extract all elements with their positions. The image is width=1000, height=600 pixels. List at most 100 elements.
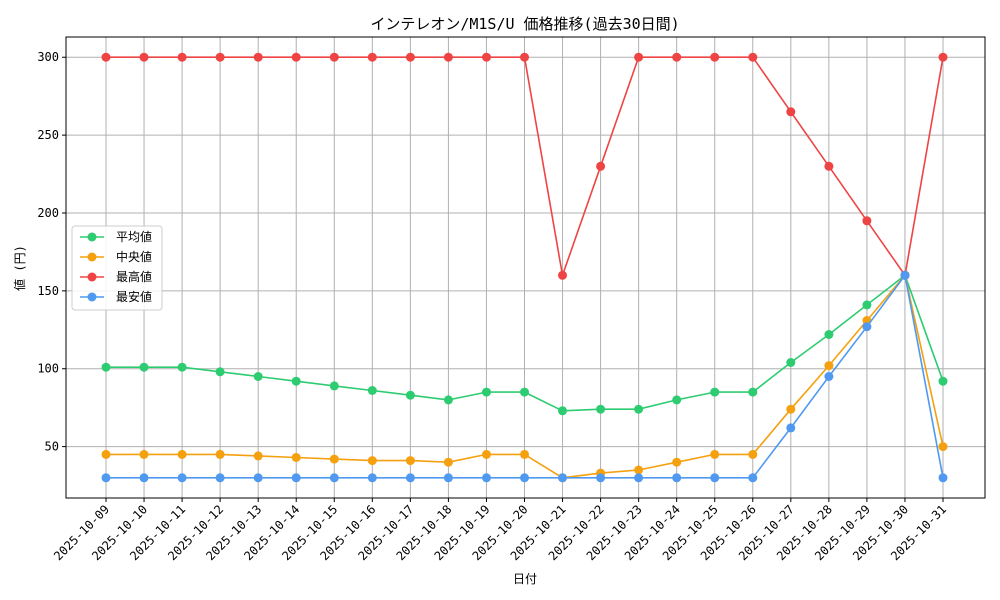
data-point [824, 361, 834, 371]
legend-swatch-marker [87, 232, 97, 242]
data-point [672, 395, 682, 405]
data-point [405, 473, 415, 483]
data-point [558, 406, 567, 416]
data-point [253, 451, 263, 461]
data-point [215, 367, 225, 377]
y-tick-label: 100 [37, 362, 59, 376]
data-point [253, 372, 263, 381]
data-point [938, 473, 948, 483]
legend-box [71, 225, 163, 311]
data-point [177, 473, 187, 483]
data-point [405, 52, 415, 62]
data-point [786, 358, 796, 367]
legend-label: 最安値 [116, 289, 152, 304]
legend-label: 最高値 [116, 269, 152, 284]
data-point [596, 404, 606, 414]
data-point [443, 395, 453, 405]
data-point [367, 52, 377, 62]
data-point [215, 473, 225, 483]
y-tick-label: 50 [45, 440, 59, 454]
data-point [405, 390, 415, 400]
data-point [482, 449, 491, 459]
x-axis-label: 日付 [513, 572, 537, 586]
data-point [215, 449, 225, 459]
data-point [329, 381, 339, 391]
data-point [748, 52, 758, 62]
chart-title: インテレオン/M1S/U 価格推移(過去30日間) [370, 15, 679, 33]
grid [66, 37, 985, 498]
data-point [862, 300, 872, 310]
data-point [710, 52, 720, 62]
data-point [710, 473, 720, 483]
series-group [101, 52, 948, 483]
data-point [405, 456, 415, 466]
data-point [329, 454, 339, 464]
data-point [367, 386, 377, 395]
data-point [672, 52, 682, 62]
data-point [824, 372, 834, 381]
data-point [101, 473, 111, 483]
data-point [786, 107, 796, 117]
legend-label: 平均値 [116, 229, 152, 244]
data-point [177, 362, 187, 372]
data-point [520, 473, 529, 483]
data-point [139, 52, 149, 62]
legend-swatch-marker [87, 272, 97, 282]
data-point [291, 473, 301, 483]
data-point [139, 449, 149, 459]
y-tick-label: 200 [37, 206, 59, 220]
data-point [482, 473, 491, 483]
data-point [634, 52, 644, 62]
data-point [139, 362, 149, 372]
data-point [443, 52, 453, 62]
data-point [786, 404, 796, 414]
data-point [443, 457, 453, 467]
data-point [862, 322, 872, 332]
data-point [291, 52, 301, 62]
data-point [634, 465, 644, 475]
data-point [367, 456, 377, 466]
legend-swatch-marker [87, 292, 97, 302]
data-point [558, 270, 567, 280]
data-point [938, 52, 948, 62]
legend-label: 中央値 [116, 249, 152, 264]
data-point [329, 473, 339, 483]
data-point [672, 457, 682, 467]
data-point [101, 362, 111, 372]
data-point [177, 449, 187, 459]
data-point [177, 52, 187, 62]
data-point [634, 473, 644, 483]
data-point [786, 423, 796, 433]
data-point [101, 52, 111, 62]
data-point [520, 52, 529, 62]
data-point [672, 473, 682, 483]
data-point [862, 216, 872, 226]
data-point [748, 473, 758, 483]
plot-frame [65, 36, 986, 499]
data-point [710, 387, 720, 397]
data-point [520, 449, 529, 459]
data-point [900, 270, 910, 280]
y-tick-label: 250 [37, 128, 59, 142]
data-point [596, 473, 606, 483]
y-tick-label: 150 [37, 284, 59, 298]
data-point [938, 442, 948, 452]
data-point [482, 387, 491, 397]
data-point [748, 449, 758, 459]
data-point [291, 453, 301, 462]
data-point [824, 161, 834, 171]
data-point [482, 52, 491, 62]
data-point [938, 376, 948, 386]
data-point [634, 404, 644, 414]
data-point [329, 52, 339, 62]
data-point [824, 330, 834, 339]
data-point [291, 376, 301, 386]
data-point [367, 473, 377, 483]
data-point [596, 161, 606, 171]
legend-swatch-marker [87, 252, 97, 262]
data-point [215, 52, 225, 62]
data-point [253, 52, 263, 62]
data-point [520, 387, 529, 397]
